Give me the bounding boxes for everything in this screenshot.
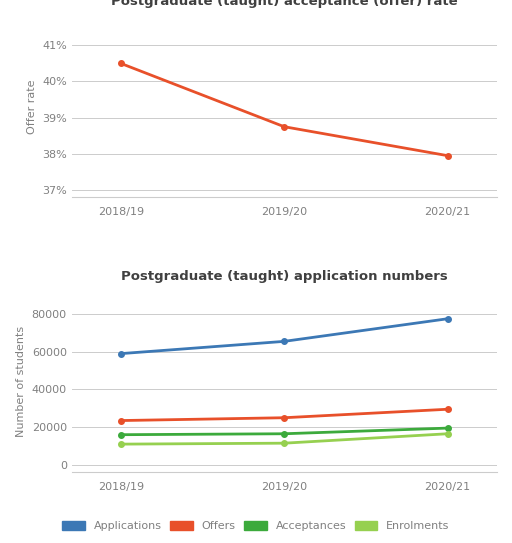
Y-axis label: Offer rate: Offer rate bbox=[27, 79, 36, 134]
Title: Postgraduate (taught) application numbers: Postgraduate (taught) application number… bbox=[121, 270, 447, 283]
Legend: Applications, Offers, Acceptances, Enrolments: Applications, Offers, Acceptances, Enrol… bbox=[59, 517, 453, 535]
Y-axis label: Number of students: Number of students bbox=[16, 326, 26, 438]
Title: Postgraduate (taught) acceptance (offer) rate: Postgraduate (taught) acceptance (offer)… bbox=[111, 0, 458, 8]
